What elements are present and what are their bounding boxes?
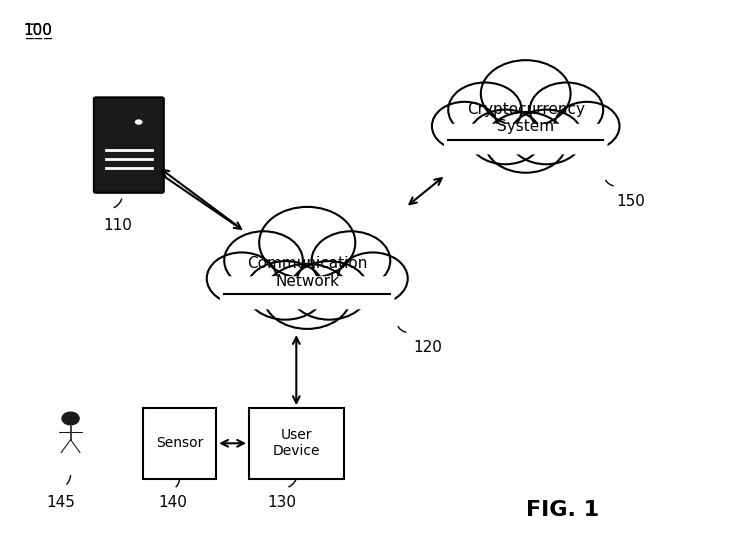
FancyBboxPatch shape (249, 408, 344, 479)
Circle shape (338, 252, 408, 305)
Circle shape (432, 102, 497, 150)
Text: 145: 145 (47, 495, 75, 510)
Circle shape (448, 82, 522, 137)
FancyBboxPatch shape (444, 124, 607, 154)
Text: 100: 100 (23, 23, 52, 38)
Circle shape (469, 110, 542, 164)
Text: 1̲0̲0̲: 1̲0̲0̲ (23, 23, 52, 39)
Circle shape (554, 102, 619, 150)
Text: 150: 150 (617, 194, 645, 209)
Circle shape (311, 231, 390, 290)
FancyBboxPatch shape (143, 408, 216, 479)
Circle shape (207, 252, 276, 305)
Text: 110: 110 (104, 219, 132, 233)
Circle shape (224, 231, 303, 290)
Circle shape (246, 261, 325, 320)
Text: 140: 140 (158, 495, 187, 510)
Circle shape (289, 261, 368, 320)
Circle shape (530, 82, 603, 137)
Text: Cryptocurrency
System: Cryptocurrency System (466, 102, 585, 134)
Circle shape (260, 207, 355, 278)
FancyBboxPatch shape (221, 277, 394, 308)
Text: 130: 130 (268, 495, 296, 510)
Text: User
Device: User Device (273, 428, 320, 458)
Circle shape (485, 112, 567, 173)
Circle shape (481, 60, 571, 127)
Circle shape (264, 264, 351, 329)
Circle shape (62, 412, 79, 425)
Text: Communication
Network: Communication Network (247, 256, 368, 289)
Text: Sensor: Sensor (156, 437, 203, 450)
FancyBboxPatch shape (94, 98, 164, 193)
Text: 120: 120 (413, 340, 442, 355)
Circle shape (134, 119, 143, 125)
Text: FIG. 1: FIG. 1 (526, 500, 599, 520)
Circle shape (510, 110, 583, 164)
